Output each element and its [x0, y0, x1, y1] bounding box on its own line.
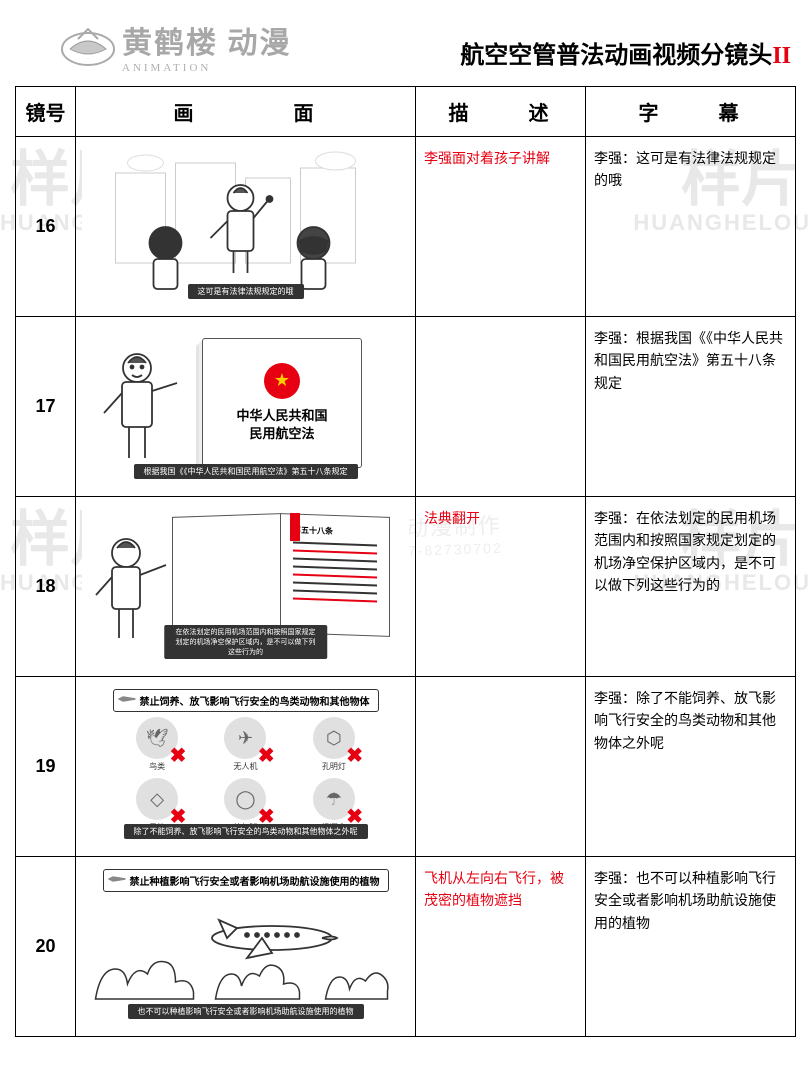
logo: 黄鹤楼 动漫 ANIMATION	[60, 18, 292, 74]
x-icon: ✖	[170, 743, 187, 768]
shot-number: 16	[16, 137, 76, 317]
frame-illustration: 这可是有法律法规规定的哦	[82, 143, 409, 303]
frame-illustration: 第五十八条 在依法划定的民用机场范围内和按照国家规定划定的机场净空保护区域内，是…	[82, 503, 409, 663]
shot-number: 17	[16, 317, 76, 497]
frame-illustration: ★ 中华人民共和国 民用航空法 根据我国《《中华人民共和国民用航空法》第五十八条…	[82, 323, 409, 483]
frame-caption: 在依法划定的民用机场范围内和按照国家规定划定的机场净空保护区域内，是不可以做下列…	[164, 625, 328, 659]
page-header: 黄鹤楼 动漫 ANIMATION 航空空管普法动画视频分镜头II	[0, 0, 811, 82]
x-icon: ✖	[258, 743, 275, 768]
description-cell	[416, 677, 586, 857]
banner-text: 禁止种植影响飞行安全或者影响机场助航设施使用的植物	[103, 869, 389, 892]
description-cell: 飞机从左向右飞行，被茂密的植物遮挡	[416, 857, 586, 1037]
frame-cell: 禁止饲养、放飞影响飞行安全的鸟类动物和其他物体 🕊✖鸟类 ✈✖无人机 ⬡✖孔明灯…	[76, 677, 416, 857]
subtitle-cell: 李强：也不可以种植影响飞行安全或者影响机场助航设施使用的植物	[586, 857, 796, 1037]
frame-caption: 根据我国《《中华人民共和国民用航空法》第五十八条规定	[134, 464, 358, 479]
emblem-icon: ★	[264, 363, 300, 399]
frame-cell: 这可是有法律法规规定的哦	[76, 137, 416, 317]
subtitle-cell: 李强：根据我国《《中华人民共和国民用航空法》第五十八条规定	[586, 317, 796, 497]
logo-text: 黄鹤楼 动漫 ANIMATION	[122, 18, 292, 74]
subtitle-cell: 李强：这可是有法律法规规定的哦	[586, 137, 796, 317]
storyboard-row: 17	[16, 317, 796, 497]
shot-number: 20	[16, 857, 76, 1037]
description-cell	[416, 317, 586, 497]
book-title: 中华人民共和国 民用航空法	[236, 407, 327, 443]
shot-number: 18	[16, 497, 76, 677]
x-icon: ✖	[346, 743, 363, 768]
frame-caption: 除了不能饲养、放飞影响飞行安全的鸟类动物和其他物体之外呢	[124, 824, 368, 839]
col-header-desc: 描 述	[416, 87, 586, 137]
storyboard-row: 18	[16, 497, 796, 677]
description-cell: 法典翻开	[416, 497, 586, 677]
law-book: ★ 中华人民共和国 民用航空法	[202, 338, 362, 468]
frame-cell: 第五十八条 在依法划定的民用机场范围内和按照国家规定划定的机场净空保护区域内，是…	[76, 497, 416, 677]
logo-icon	[60, 25, 116, 67]
trees-icon	[82, 939, 409, 1009]
col-header-frame: 画 面	[76, 87, 416, 137]
col-header-sub: 字 幕	[586, 87, 796, 137]
subtitle-cell: 李强：除了不能饲养、放飞影响飞行安全的鸟类动物和其他物体之外呢	[586, 677, 796, 857]
bookmark-icon	[290, 513, 300, 541]
grid-item: ✈✖无人机	[210, 717, 280, 772]
frame-caption: 这可是有法律法规规定的哦	[188, 284, 304, 299]
frame-caption: 也不可以种植影响飞行安全或者影响机场助航设施使用的植物	[128, 1004, 364, 1019]
frame-illustration: 禁止种植影响飞行安全或者影响机场助航设施使用的植物	[82, 863, 409, 1023]
grid-item: ⬡✖孔明灯	[299, 717, 369, 772]
frame-cell: 禁止种植影响飞行安全或者影响机场助航设施使用的植物	[76, 857, 416, 1037]
page-title: 航空空管普法动画视频分镜头II	[460, 35, 791, 74]
storyboard-row: 19 禁止饲养、放飞影响飞行安全的鸟类动物和其他物体 🕊✖鸟类 ✈✖无人机 ⬡✖…	[16, 677, 796, 857]
storyboard-row: 16	[16, 137, 796, 317]
shot-number: 19	[16, 677, 76, 857]
subtitle-cell: 李强：在依法划定的民用机场范围内和按照国家规定划定的机场净空保护区域内，是不可以…	[586, 497, 796, 677]
frame-cell: ★ 中华人民共和国 民用航空法 根据我国《《中华人民共和国民用航空法》第五十八条…	[76, 317, 416, 497]
forbidden-grid: 🕊✖鸟类 ✈✖无人机 ⬡✖孔明灯 ◇✖风筝 ◯✖热气球 ☂✖滑翔伞	[122, 717, 369, 821]
col-header-num: 镜号	[16, 87, 76, 137]
grid-item: 🕊✖鸟类	[122, 717, 192, 772]
frame-illustration: 禁止饲养、放飞影响飞行安全的鸟类动物和其他物体 🕊✖鸟类 ✈✖无人机 ⬡✖孔明灯…	[82, 683, 409, 843]
description-cell: 李强面对着孩子讲解	[416, 137, 586, 317]
storyboard-table: 镜号 画 面 描 述 字 幕 16	[15, 86, 796, 1037]
banner-text: 禁止饲养、放飞影响飞行安全的鸟类动物和其他物体	[113, 689, 379, 712]
storyboard-row: 20 禁止种植影响飞行安全或者影响机场助航设施使用的植物	[16, 857, 796, 1037]
